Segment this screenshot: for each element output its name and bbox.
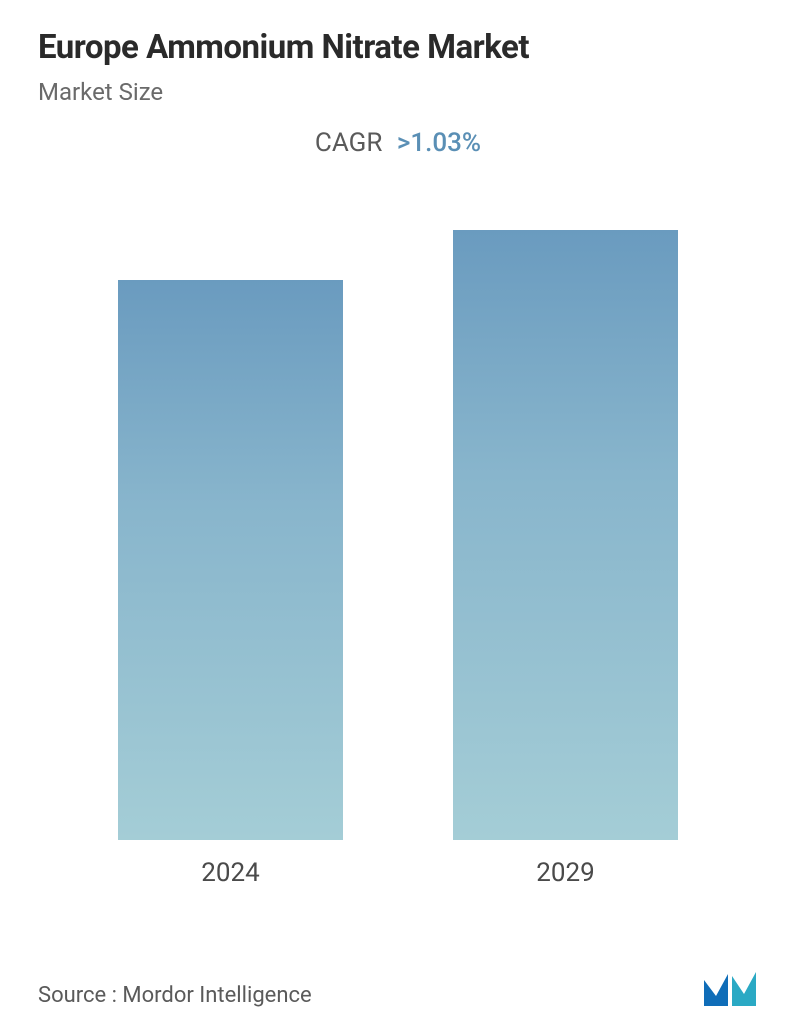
x-label-1: 2029 [536, 858, 594, 888]
bar-0 [118, 280, 343, 840]
bar-1 [453, 230, 678, 840]
bar-group-0: 2024 [118, 280, 343, 888]
infographic-container: Europe Ammonium Nitrate Market Market Si… [0, 0, 796, 1034]
cagr-value: >1.03% [397, 128, 481, 158]
brand-logo-icon [702, 968, 758, 1008]
footer: Source : Mordor Intelligence [38, 968, 758, 1008]
page-subtitle: Market Size [38, 78, 758, 106]
bar-chart: 2024 2029 [38, 208, 758, 888]
cagr-label: CAGR [315, 128, 382, 158]
cagr-row: CAGR >1.03% [38, 128, 758, 158]
x-label-0: 2024 [201, 858, 259, 888]
bar-group-1: 2029 [453, 230, 678, 888]
page-title: Europe Ammonium Nitrate Market [38, 28, 758, 68]
source-text: Source : Mordor Intelligence [38, 983, 312, 1008]
